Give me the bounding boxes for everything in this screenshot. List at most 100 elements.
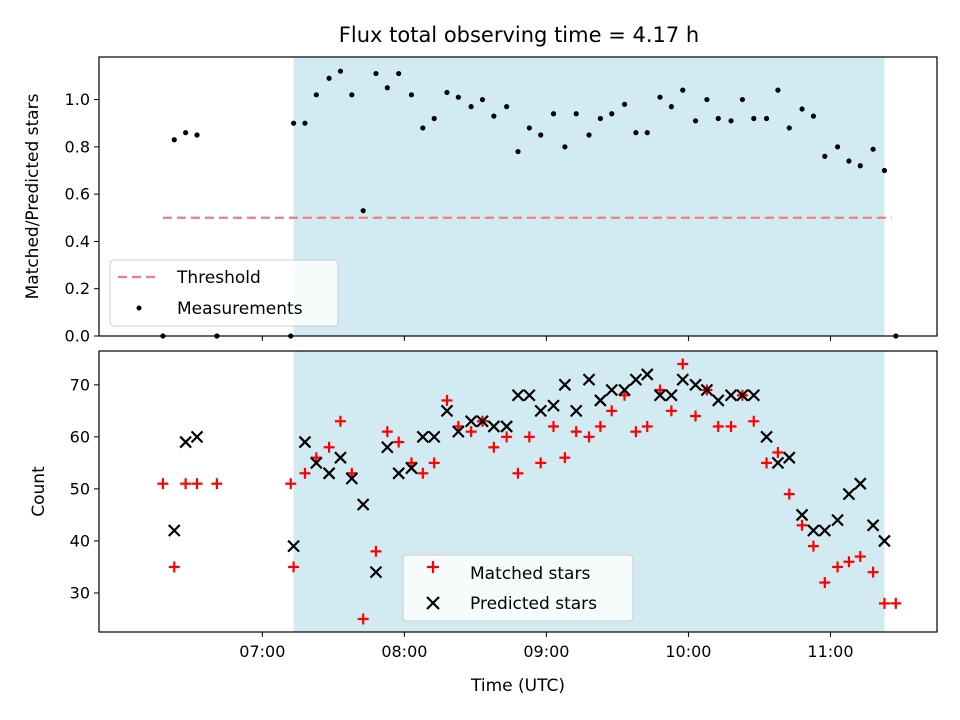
measurement-point (408, 92, 415, 98)
marker-stroke (487, 420, 501, 433)
predicted-star-marker (369, 565, 383, 579)
matched-star-marker (772, 446, 784, 458)
matched-star-marker (725, 420, 737, 432)
predicted-star-marker (345, 472, 359, 485)
predicted-star-marker (523, 388, 536, 402)
marker-stroke (547, 399, 560, 412)
legend-measurements-label: Measurements (177, 299, 303, 319)
matched-star-marker (512, 467, 524, 479)
marker-stroke (381, 440, 394, 454)
x-tick-label: 09:00 (523, 642, 569, 661)
measurement-point (373, 70, 379, 77)
legend-matched-label: Matched stars (470, 564, 590, 584)
matched-star-marker (677, 358, 689, 370)
measurement-point (775, 87, 781, 93)
matched-star-marker (323, 441, 335, 453)
measurement-point (633, 130, 639, 136)
top-legend: Threshold Measurements (109, 259, 339, 327)
measurement-point (550, 111, 557, 117)
measurement-point (526, 125, 532, 131)
matched-star-marker (796, 519, 808, 531)
predicted-star-marker (854, 477, 867, 490)
predicted-star-marker (500, 420, 513, 433)
predicted-star-marker (168, 524, 181, 537)
legend-box (402, 554, 634, 622)
matched-star-marker (288, 561, 300, 573)
measurement-point (881, 167, 888, 174)
measurement-point (302, 120, 308, 126)
predicted-star-marker (831, 513, 844, 527)
matched-star-marker (535, 457, 547, 469)
measurement-point (822, 153, 828, 159)
y-tick-label: 0.0 (65, 327, 90, 346)
matched-star-marker (594, 420, 606, 432)
predicted-star-marker (842, 487, 856, 501)
matched-star-marker (523, 431, 535, 443)
predicted-star-marker (771, 456, 785, 470)
marker-stroke (190, 430, 204, 444)
marker-stroke (760, 430, 773, 444)
marker-stroke (476, 414, 489, 428)
x-axis-label: Time (UTC) (470, 676, 565, 696)
measurement-point (609, 111, 615, 117)
matched-star-marker (168, 561, 180, 573)
matched-star-marker (748, 415, 760, 427)
marker-stroke (724, 388, 738, 402)
marker-stroke (594, 394, 607, 407)
measurement-point (504, 104, 510, 110)
legend-predicted-label: Predicted stars (470, 594, 597, 614)
predicted-star-marker (736, 388, 749, 402)
marker-stroke (464, 414, 478, 428)
matched-star-marker (807, 540, 819, 552)
measurement-point (360, 208, 366, 214)
predicted-star-marker (476, 414, 489, 428)
marker-stroke (618, 383, 631, 397)
predicted-star-marker (405, 461, 418, 475)
marker-stroke (534, 404, 548, 418)
top-y-axis-label: Matched/Predicted stars (23, 93, 43, 299)
measurement-point (468, 104, 474, 110)
measurement-point (573, 111, 579, 117)
matched-star-marker (606, 405, 618, 417)
matched-star-marker (191, 478, 203, 490)
predicted-star-marker (440, 404, 454, 418)
measurement-point (715, 115, 721, 122)
marker-stroke (345, 472, 359, 485)
measurement-points (160, 68, 899, 339)
measurement-point (810, 113, 817, 119)
matched-star-marker (854, 551, 866, 563)
x-tick-label: 10:00 (665, 642, 711, 661)
marker-stroke (854, 477, 867, 490)
matched-star-marker (630, 426, 642, 438)
measurement-point (420, 125, 426, 131)
predicted-star-marker (700, 383, 714, 397)
predicted-star-marker (452, 425, 465, 438)
marker-stroke (523, 388, 536, 402)
predicted-star-marker (783, 451, 796, 464)
measurement-point (194, 132, 200, 138)
predicted-star-marker (665, 388, 678, 402)
measurement-point (657, 94, 663, 100)
matched-star-marker (890, 597, 902, 609)
y-tick-label: 0.4 (65, 232, 90, 251)
predicted-star-marker (356, 498, 370, 511)
matched-star-marker (488, 441, 500, 453)
y-tick-label: 60 (70, 427, 90, 446)
marker-stroke (334, 451, 347, 464)
matched-star-marker (180, 478, 192, 490)
observing-window-shade (293, 57, 885, 336)
marker-stroke (689, 378, 702, 392)
predicted-star-marker (558, 378, 572, 392)
matched-star-marker (583, 431, 595, 443)
measurement-point (621, 101, 628, 107)
marker-stroke (866, 519, 880, 532)
top-axes-frame (98, 56, 938, 337)
predicted-star-marker (605, 383, 619, 397)
measurement-point (680, 87, 686, 93)
marker-stroke (416, 430, 430, 444)
predicted-star-marker (807, 524, 820, 537)
measurement-point (326, 75, 332, 81)
legend-measurements-swatch (136, 305, 142, 311)
measurement-point (538, 132, 544, 138)
predicted-star-marker (381, 440, 394, 454)
